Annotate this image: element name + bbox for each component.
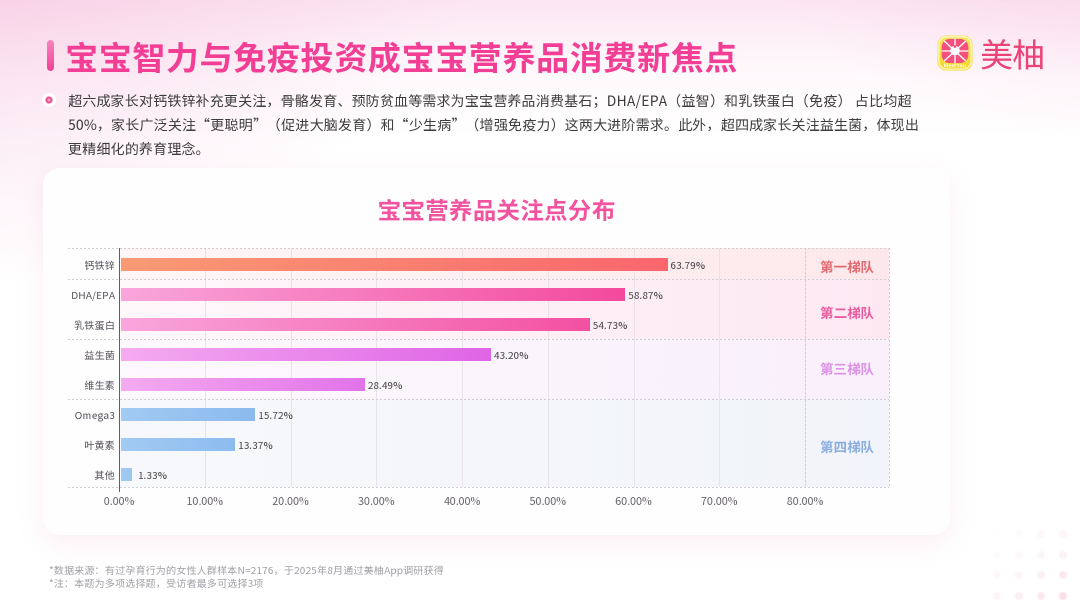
svg-text:MeetYou: MeetYou [944,62,966,70]
